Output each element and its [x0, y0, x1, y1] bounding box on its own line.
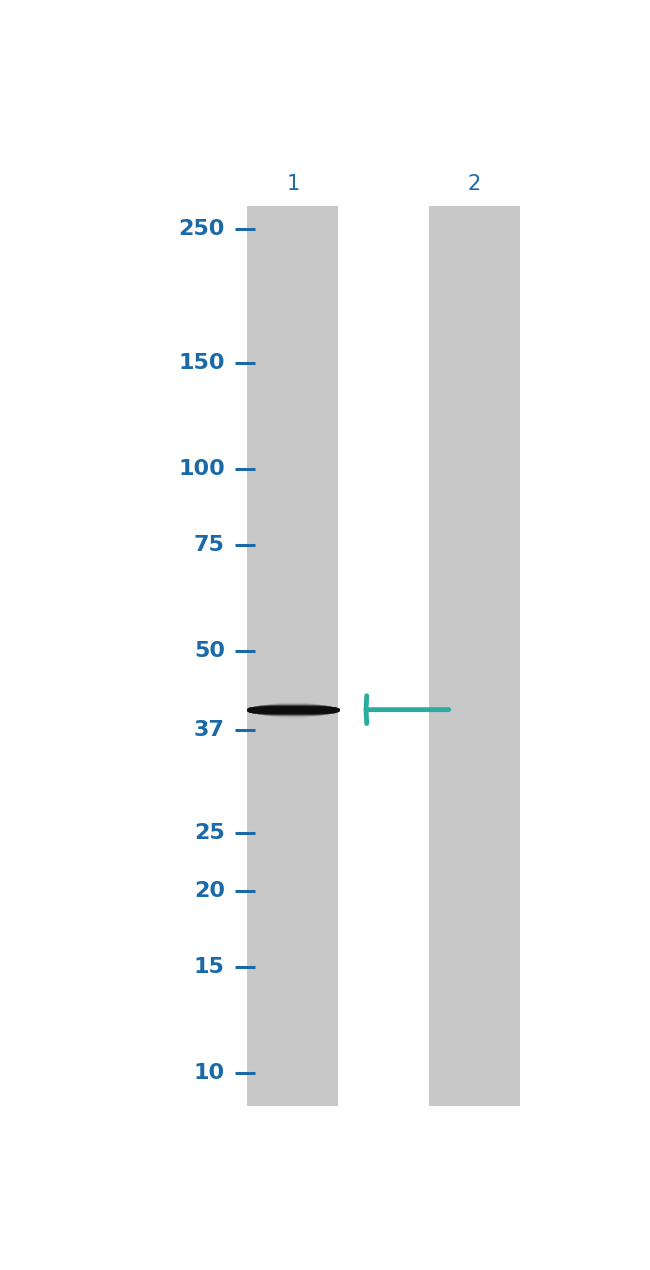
Text: 10: 10 — [194, 1063, 225, 1083]
Text: 20: 20 — [194, 881, 225, 902]
Text: 150: 150 — [178, 353, 225, 373]
Text: 250: 250 — [179, 220, 225, 239]
Text: 37: 37 — [194, 720, 225, 740]
Text: 1: 1 — [286, 174, 300, 194]
Text: 50: 50 — [194, 641, 225, 662]
Bar — [429, 206, 519, 1106]
Bar — [248, 206, 338, 1106]
Text: 15: 15 — [194, 956, 225, 977]
Text: 2: 2 — [467, 174, 481, 194]
Text: 75: 75 — [194, 535, 225, 555]
Text: 25: 25 — [194, 823, 225, 843]
Text: 100: 100 — [178, 460, 225, 480]
